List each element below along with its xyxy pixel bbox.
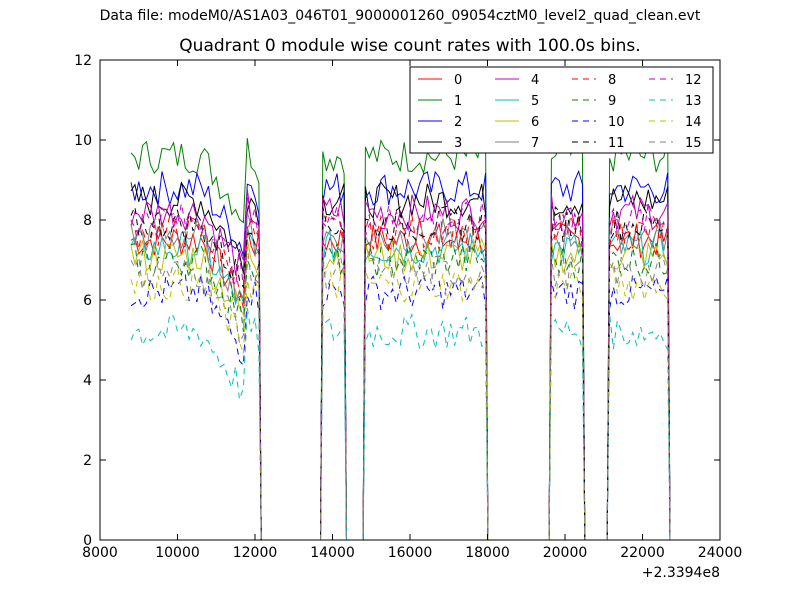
legend-label: 5: [531, 94, 539, 109]
series-line-13: [130, 307, 671, 540]
legend-label: 10: [608, 115, 625, 130]
legend-label: 9: [608, 94, 616, 109]
legend-item-11: 11: [572, 136, 625, 151]
x-tick-label: 14000: [310, 545, 355, 561]
legend-item-0: 0: [418, 73, 462, 88]
x-tick-label: 22000: [620, 545, 665, 561]
legend-item-4: 4: [495, 73, 539, 88]
y-tick-label: 6: [83, 293, 92, 309]
legend-item-13: 13: [649, 94, 702, 109]
legend-label: 14: [685, 115, 702, 130]
figure-suptitle: Data file: modeM0/AS1A03_046T01_90000012…: [99, 8, 701, 24]
x-tick-label: 8000: [82, 545, 118, 561]
legend-label: 11: [608, 136, 625, 151]
y-tick-label: 12: [74, 53, 92, 69]
legend-label: 15: [685, 136, 702, 151]
legend-item-9: 9: [572, 94, 616, 109]
legend-item-2: 2: [418, 115, 462, 130]
y-tick-label: 8: [83, 213, 92, 229]
legend-item-10: 10: [572, 115, 625, 130]
series-line-12: [130, 197, 671, 540]
y-tick-label: 0: [83, 533, 92, 549]
series-line-10: [130, 273, 671, 540]
legend-label: 12: [685, 73, 702, 88]
legend-item-12: 12: [649, 73, 702, 88]
x-tick-label: 16000: [388, 545, 433, 561]
legend-label: 4: [531, 73, 539, 88]
legend-item-14: 14: [649, 115, 702, 130]
legend-item-8: 8: [572, 73, 616, 88]
series-line-3: [130, 181, 671, 540]
y-tick-label: 2: [83, 453, 92, 469]
series-line-7: [130, 212, 671, 540]
legend-label: 13: [685, 94, 702, 109]
x-tick-label: 24000: [698, 545, 743, 561]
chart-title: Quadrant 0 module wise count rates with …: [179, 36, 641, 56]
legend-label: 2: [454, 115, 462, 130]
x-tick-label: 12000: [233, 545, 278, 561]
series-line-1: [130, 136, 671, 540]
series-line-15: [130, 246, 671, 540]
y-tick-label: 10: [74, 133, 92, 149]
legend-item-3: 3: [418, 136, 462, 151]
x-tick-label: 18000: [465, 545, 510, 561]
legend-item-15: 15: [649, 136, 702, 151]
legend-label: 6: [531, 115, 539, 130]
series-line-11: [130, 205, 671, 540]
series-line-6: [130, 237, 671, 540]
x-offset-label: +2.3394e8: [642, 565, 720, 581]
series-line-5: [130, 228, 671, 540]
legend-item-6: 6: [495, 115, 539, 130]
legend-item-1: 1: [418, 94, 462, 109]
legend-label: 8: [608, 73, 616, 88]
y-tick-label: 4: [83, 373, 92, 389]
legend-item-5: 5: [495, 94, 539, 109]
legend-box: [409, 66, 714, 154]
x-tick-label: 10000: [155, 545, 200, 561]
series-lines: [130, 136, 671, 540]
legend-label: 3: [454, 136, 462, 151]
series-line-8: [130, 214, 671, 540]
legend-label: 7: [531, 136, 539, 151]
x-tick-label: 20000: [543, 545, 588, 561]
legend-item-7: 7: [495, 136, 539, 151]
legend-label: 1: [454, 94, 462, 109]
series-line-2: [130, 169, 671, 540]
series-line-9: [130, 241, 671, 540]
legend-label: 0: [454, 73, 462, 88]
